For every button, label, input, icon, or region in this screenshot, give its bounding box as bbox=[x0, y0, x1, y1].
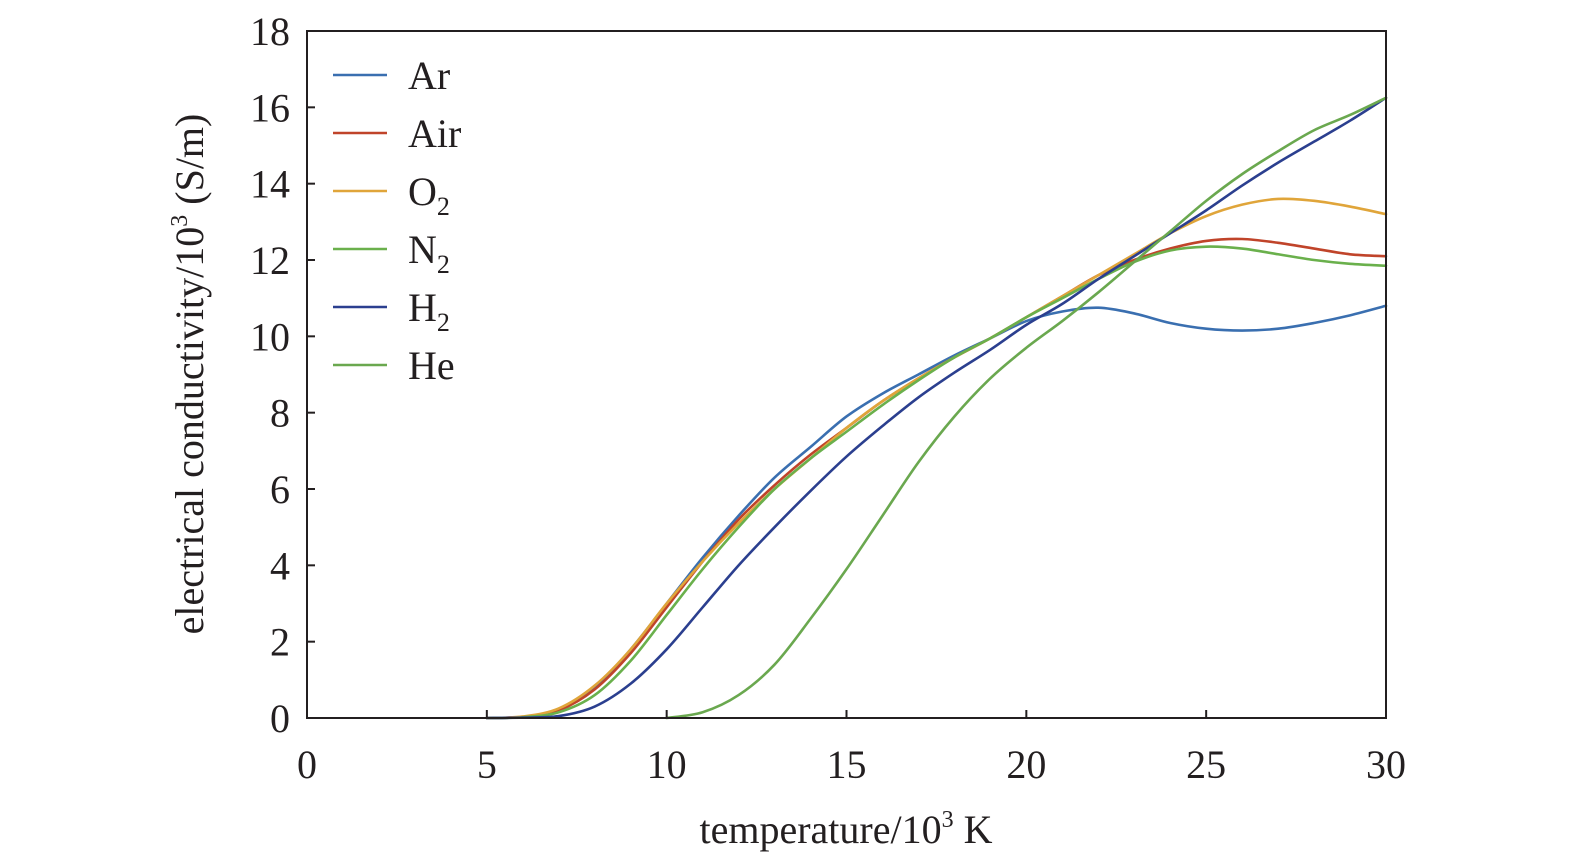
x-axis-label: temperature/103 K bbox=[700, 807, 993, 852]
y-axis-label-sup: 3 bbox=[167, 215, 193, 227]
legend-label-subscript: 2 bbox=[437, 192, 450, 221]
legend-label-subscript: 2 bbox=[437, 250, 450, 279]
legend-label-he: He bbox=[408, 343, 455, 388]
y-tick-label: 2 bbox=[270, 620, 290, 665]
y-axis-label-part2: (S/m) bbox=[167, 114, 212, 215]
legend-label-subscript: 2 bbox=[437, 308, 450, 337]
series-line-air bbox=[485, 237, 1388, 720]
legend-label-text: He bbox=[408, 343, 455, 388]
plot-frame bbox=[306, 30, 1387, 719]
y-axis-label: electrical conductivity/103 (S/m) bbox=[167, 114, 212, 635]
legend-label-o2: O2 bbox=[408, 169, 450, 221]
x-tick-label: 5 bbox=[477, 742, 497, 787]
legend-label-text: N bbox=[408, 227, 437, 272]
x-axis-label-part2: K bbox=[954, 807, 993, 852]
x-tick-label: 20 bbox=[1006, 742, 1046, 787]
series-line-h2 bbox=[485, 96, 1388, 720]
series-line-he bbox=[665, 96, 1388, 720]
x-tick-label: 25 bbox=[1186, 742, 1226, 787]
ticks-layer: 0 5 10 15 20 25 30 0 2 4 6 8 10 12 14 16 18 bbox=[250, 9, 1406, 787]
x-tick-label: 0 bbox=[297, 742, 317, 787]
legend-label-air: Air bbox=[408, 111, 461, 156]
series-line-o2 bbox=[485, 197, 1388, 720]
y-tick-label: 6 bbox=[270, 467, 290, 512]
legend-label-text: O bbox=[408, 169, 437, 214]
y-axis-label-part1: electrical conductivity/10 bbox=[167, 227, 212, 635]
y-tick-label: 12 bbox=[250, 238, 290, 283]
series-layer bbox=[485, 96, 1388, 720]
legend-label-text: Air bbox=[408, 111, 461, 156]
y-tick-label: 8 bbox=[270, 391, 290, 436]
y-tick-label: 10 bbox=[250, 314, 290, 359]
legend-label-text: H bbox=[408, 285, 437, 330]
x-tick-label: 15 bbox=[827, 742, 867, 787]
x-tick-label: 30 bbox=[1366, 742, 1406, 787]
legend-label-ar: Ar bbox=[408, 53, 450, 98]
x-axis-label-sup: 3 bbox=[942, 807, 954, 833]
y-tick-label: 4 bbox=[270, 543, 290, 588]
y-tick-label: 18 bbox=[250, 9, 290, 54]
x-tick-label: 10 bbox=[647, 742, 687, 787]
y-tick-label: 0 bbox=[270, 696, 290, 741]
series-line-n2 bbox=[485, 245, 1388, 720]
y-tick-label: 16 bbox=[250, 85, 290, 130]
y-tick-label: 14 bbox=[250, 162, 290, 207]
legend-label-text: Ar bbox=[408, 53, 450, 98]
legend-label-n2: N2 bbox=[408, 227, 450, 279]
x-axis-label-part1: temperature/10 bbox=[700, 807, 942, 852]
legend-label-h2: H2 bbox=[408, 285, 450, 337]
